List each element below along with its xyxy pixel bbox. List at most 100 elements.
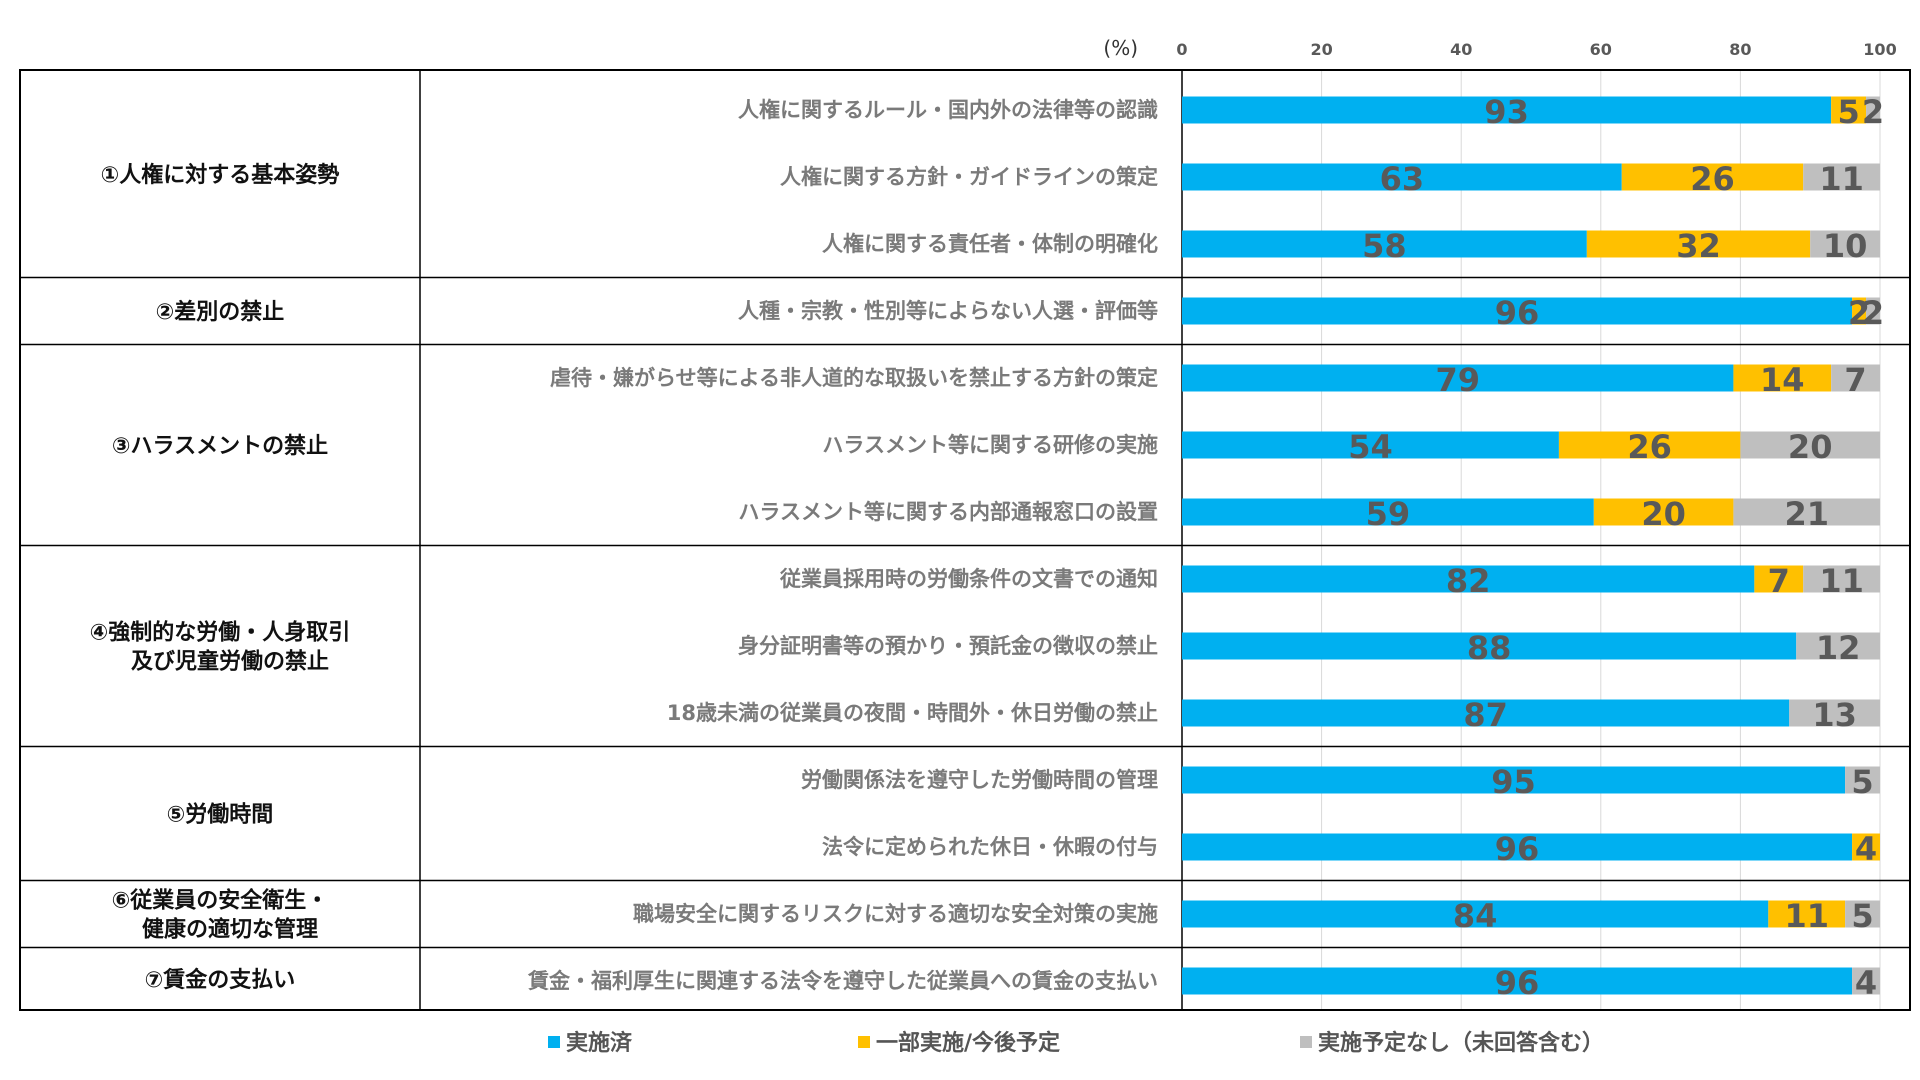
bar-none <box>1831 364 1880 392</box>
bar-implemented <box>1182 632 1797 660</box>
bar-implemented <box>1182 900 1769 928</box>
legend-swatch <box>548 1036 560 1048</box>
bar-implemented <box>1182 967 1853 995</box>
bar-partial <box>1621 163 1804 191</box>
bar-partial <box>1558 431 1741 459</box>
group-label: ⑥従業員の安全衛生・ <box>112 888 329 914</box>
item-label: 労働関係法を遵守した労働時間の管理 <box>801 768 1158 792</box>
value-label: 26 <box>1627 428 1672 466</box>
item-label: ハラスメント等に関する研修の実施 <box>822 433 1158 457</box>
value-label: 93 <box>1484 93 1529 131</box>
bar-partial <box>1754 565 1804 593</box>
group-label: ①人権に対する基本姿勢 <box>101 162 340 188</box>
value-label: 95 <box>1491 763 1536 801</box>
value-label: 21 <box>1784 495 1829 533</box>
group-label: ③ハラスメントの禁止 <box>112 433 328 459</box>
value-label: 2 <box>1848 294 1870 332</box>
value-label: 87 <box>1463 696 1508 734</box>
bar-none <box>1796 632 1880 660</box>
bar-implemented <box>1182 163 1622 191</box>
item-label: 人種・宗教・性別等によらない人選・評価等 <box>738 299 1158 323</box>
value-label: 12 <box>1816 629 1861 667</box>
bar-implemented <box>1182 498 1594 526</box>
bar-none <box>1733 498 1880 526</box>
item-label: 職場安全に関するリスクに対する適切な安全対策の実施 <box>633 902 1158 926</box>
category-table <box>19 69 1911 1011</box>
value-label: 58 <box>1362 227 1407 265</box>
bar-none <box>1852 967 1880 995</box>
item-label: 人権に関するルール・国内外の法律等の認識 <box>738 98 1158 122</box>
value-label: 7 <box>1768 562 1790 600</box>
bar-implemented <box>1182 766 1846 794</box>
bar-implemented <box>1182 96 1832 124</box>
value-label: 96 <box>1495 964 1540 1002</box>
legend-swatch <box>858 1036 870 1048</box>
group-label: ⑦賃金の支払い <box>145 967 296 993</box>
bar-implemented <box>1182 364 1734 392</box>
x-tick-label: 40 <box>1450 40 1472 59</box>
value-label: 10 <box>1823 227 1868 265</box>
value-label: 4 <box>1855 830 1877 868</box>
legend-label: 実施予定なし（未回答含む） <box>1318 1030 1604 1056</box>
group-label: ④強制的な労働・人身取引 <box>90 620 351 646</box>
gridlines <box>1181 70 1881 1010</box>
group-label: ⑤労働時間 <box>167 802 274 828</box>
bar-partial <box>1733 364 1832 392</box>
item-label: 人権に関する方針・ガイドラインの策定 <box>780 165 1158 189</box>
item-label: 法令に定められた休日・休暇の付与 <box>822 835 1158 859</box>
value-label: 96 <box>1495 294 1540 332</box>
bar-implemented <box>1182 833 1853 861</box>
group-label: 健康の適切な管理 <box>142 917 318 943</box>
bar-implemented <box>1182 565 1755 593</box>
bar-implemented <box>1182 431 1559 459</box>
value-label: 54 <box>1348 428 1393 466</box>
bar-none <box>1866 96 1880 124</box>
value-label: 11 <box>1784 897 1829 935</box>
value-label: 11 <box>1819 160 1864 198</box>
labels: 0 20 40 60 80 100 (%) ①人権に対する基本姿勢 ②差別の禁止 ③ハラスメントの… <box>90 36 1897 1002</box>
bar-partial <box>1831 96 1867 124</box>
bar-partial <box>1852 833 1880 861</box>
bar-implemented <box>1182 297 1853 325</box>
bar-none <box>1866 297 1880 325</box>
value-label: 79 <box>1435 361 1480 399</box>
bar-partial <box>1768 900 1846 928</box>
bar-partial <box>1852 297 1867 325</box>
value-label: 88 <box>1467 629 1512 667</box>
value-label: 4 <box>1855 964 1877 1002</box>
bar-none <box>1845 900 1880 928</box>
bar-none <box>1845 766 1880 794</box>
item-label: 賃金・福利厚生に関連する法令を遵守した従業員への賃金の支払い <box>527 969 1158 993</box>
value-label: 14 <box>1760 361 1805 399</box>
bar-none <box>1740 431 1880 459</box>
item-label: 虐待・嫌がらせ等による非人道的な取扱いを禁止する方針の策定 <box>550 366 1158 390</box>
item-label: ハラスメント等に関する内部通報窓口の設置 <box>738 500 1158 524</box>
value-label: 2 <box>1862 93 1884 131</box>
value-label: 59 <box>1366 495 1411 533</box>
legend: 実施済 一部実施/今後予定 実施予定なし（未回答含む） <box>548 1030 1604 1056</box>
bar-none <box>1789 699 1880 727</box>
bar-none <box>1810 230 1880 258</box>
x-tick-label: 100 <box>1863 40 1896 59</box>
bars <box>1182 96 1880 995</box>
value-label: 26 <box>1690 160 1735 198</box>
item-label: 18歳未満の従業員の夜間・時間外・休日労働の禁止 <box>667 701 1158 725</box>
x-tick-label: 20 <box>1310 40 1332 59</box>
value-label: 13 <box>1812 696 1857 734</box>
value-label: 20 <box>1788 428 1833 466</box>
value-label: 84 <box>1453 897 1498 935</box>
value-label: 7 <box>1844 361 1866 399</box>
x-tick-label: 80 <box>1729 40 1751 59</box>
bar-partial <box>1586 230 1811 258</box>
bar-implemented <box>1182 699 1790 727</box>
legend-swatch <box>1300 1036 1312 1048</box>
value-label: 82 <box>1446 562 1491 600</box>
value-label: 2 <box>1862 294 1884 332</box>
value-label: 11 <box>1819 562 1864 600</box>
bar-implemented <box>1182 230 1587 258</box>
value-label: 5 <box>1851 897 1873 935</box>
value-label: 63 <box>1380 160 1425 198</box>
value-label: 20 <box>1641 495 1686 533</box>
group-label: 及び児童労働の禁止 <box>131 649 329 675</box>
